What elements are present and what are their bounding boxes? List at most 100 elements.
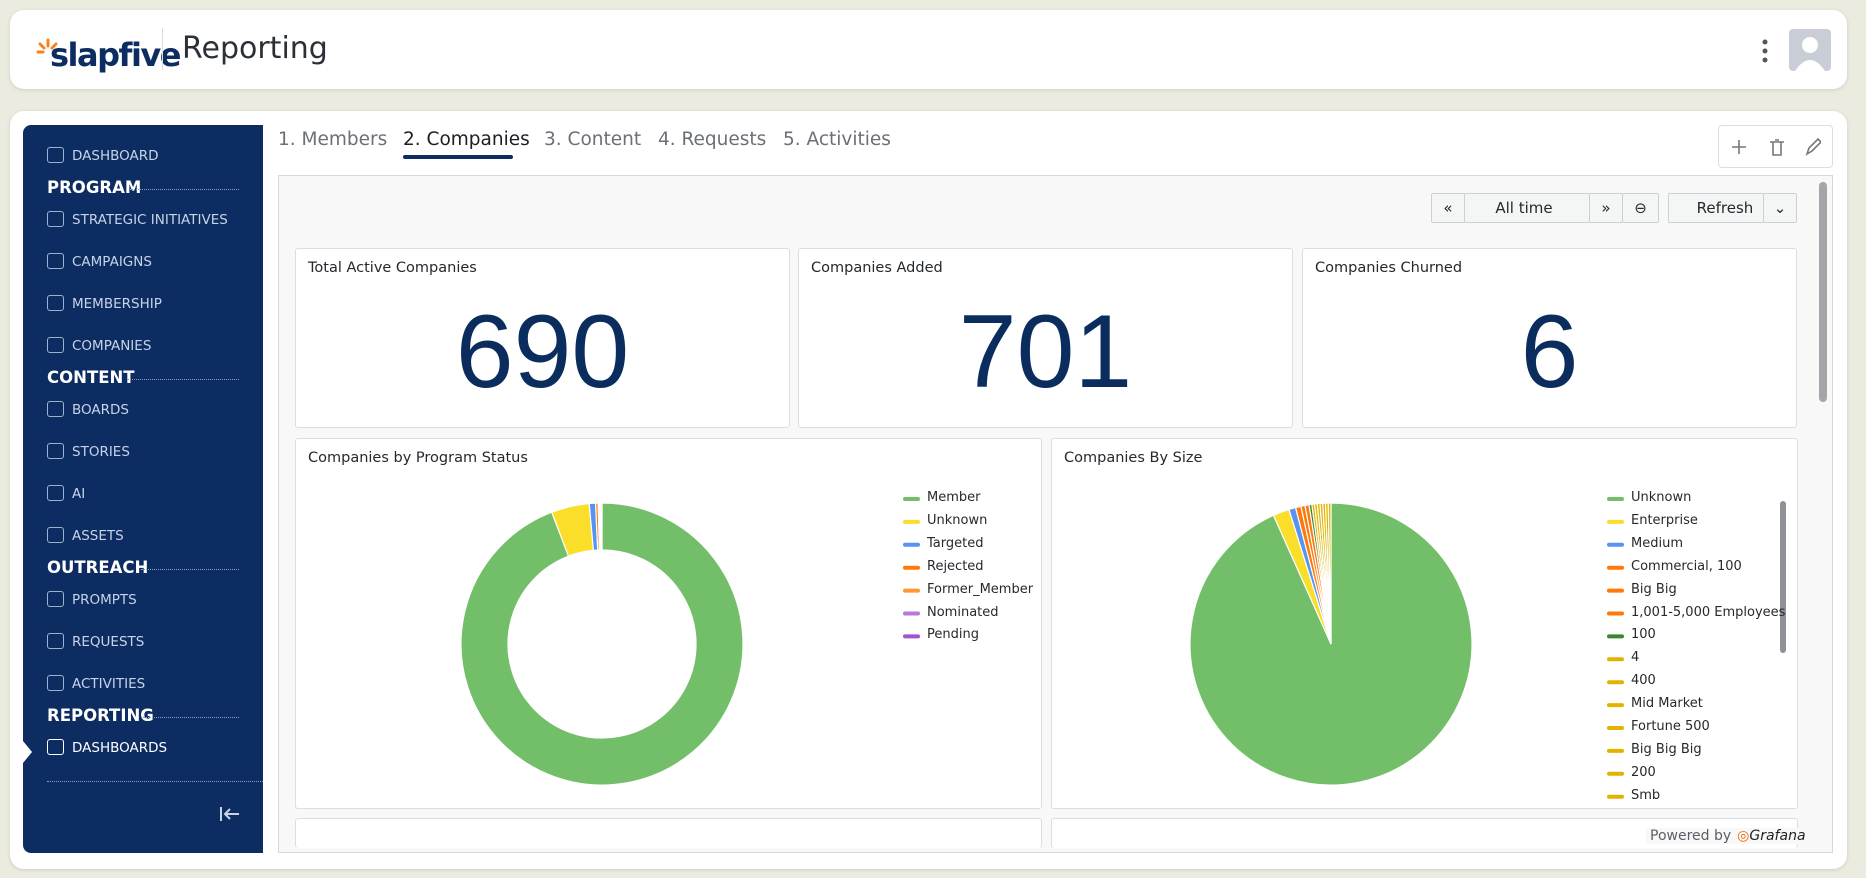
legend-label: Enterprise [1631,512,1698,528]
divider [143,717,239,718]
legend-label: Commercial, 100 [1631,558,1742,574]
refresh-label: Refresh [1696,199,1754,217]
kebab-menu[interactable] [1760,36,1770,66]
tab-underline [403,155,513,159]
stat-value: 690 [455,294,630,410]
stat-panel: Total Active Companies 690 [295,248,790,428]
active-indicator [23,741,32,763]
legend-label: Targeted [927,535,984,551]
nav-item[interactable]: STORIES [72,444,130,460]
nav-item[interactable]: COMPANIES [72,338,152,354]
time-range[interactable]: All time [1464,193,1590,223]
tab[interactable]: 5. Activities [783,129,891,150]
stat-title: Companies Added [811,260,943,276]
nav-heading: CONTENT [47,368,135,387]
panel-stub [295,818,1042,848]
nav-item[interactable]: PROMPTS [72,592,137,608]
slice [460,502,744,786]
divider [141,569,239,570]
nav-heading: OUTREACH [47,558,149,577]
next-button[interactable]: » [1589,193,1623,223]
nav-icon [47,591,64,607]
nav-icon [47,443,64,459]
page-title: Reporting [182,31,328,66]
powered-label: Powered by [1650,828,1732,844]
stat-value: 6 [1520,294,1579,410]
legend-label: Nominated [927,604,999,620]
nav-item[interactable]: REQUESTS [72,634,145,650]
action-icons[interactable] [1729,137,1821,157]
divider [130,189,239,190]
sidebar: DASHBOARD PROGRAM STRATEGIC INITIATIVES CAM… [23,125,263,853]
stat-panel: Companies Churned 6 [1302,248,1797,428]
legend-label: Medium [1631,535,1683,551]
slice [1327,502,1332,645]
chart-panel: Companies By Size Unknown Enterprise Medium… [1051,438,1798,809]
chart-panel: Companies by Program Status Member Unknown… [295,438,1042,809]
nav-item[interactable]: DASHBOARD [72,148,159,164]
refresh-menu[interactable]: ⌄ [1763,193,1797,223]
stat-title: Total Active Companies [308,260,477,276]
divider [127,379,239,380]
legend-label: 400 [1631,673,1656,689]
prev-button[interactable]: « [1431,193,1465,223]
stat-value: 701 [958,294,1133,410]
header: slapfive Reporting [10,10,1847,89]
tab[interactable]: 4. Requests [658,129,767,150]
nav-item[interactable]: AI [72,486,86,502]
collapse-button[interactable] [219,805,241,823]
scrollbar [1819,182,1827,402]
brand: slapfive [50,36,181,74]
stat-title: Companies Churned [1315,260,1463,276]
legend-label: 4 [1631,650,1640,666]
nav-item[interactable]: BOARDS [72,402,129,418]
divider [47,781,263,782]
nav-icon [47,401,64,417]
nav-icon [47,337,64,353]
chart [1189,497,1786,799]
nav-item[interactable]: MEMBERSHIP [72,296,162,312]
chart-title: Companies By Size [1064,450,1203,466]
nav-icon [47,295,64,311]
nav-item[interactable]: ASSETS [72,528,124,544]
legend-scrollbar [1780,501,1786,653]
nav-icon [47,253,64,269]
nav-icon [47,147,64,163]
legend-label: Unknown [1631,490,1692,505]
legend-label: 200 [1631,764,1656,780]
nav-icon [47,485,64,501]
logo-icon [36,38,58,54]
tab[interactable]: 2. Companies [403,129,530,150]
avatar[interactable] [1789,29,1831,71]
nav-item[interactable]: DASHBOARDS [72,740,168,756]
nav-heading: PROGRAM [47,178,142,197]
nav-icon [47,527,64,543]
nav-icon [47,739,64,755]
panel-actions [1718,125,1833,168]
nav-item[interactable]: ACTIVITIES [72,676,146,692]
nav-icon [47,211,64,227]
nav-icon [47,675,64,691]
legend-label: Mid Market [1631,696,1703,712]
slice [600,502,603,551]
nav-item[interactable]: STRATEGIC INITIATIVES [72,212,228,228]
legend-label: 100 [1631,627,1656,643]
legend-label: Pending [927,627,979,643]
legend-label: Big Big Big [1631,741,1702,757]
nav-icon [47,633,64,649]
refresh-button[interactable]: Refresh [1668,193,1764,223]
legend-label: Fortune 500 [1631,719,1710,734]
zoom-out[interactable]: ⊖ [1622,193,1659,223]
legend-label: Member [927,490,981,505]
legend-label: Unknown [927,512,988,528]
nav-item[interactable]: CAMPAIGNS [72,254,152,270]
legend-label: Rejected [927,558,984,574]
tab[interactable]: 1. Members [278,129,388,150]
grafana-label: Grafana [1749,828,1806,844]
tab[interactable]: 3. Content [544,129,642,150]
legend-label: Former_Member [927,581,1034,597]
chart [460,497,920,786]
legend-label: Big Big [1631,581,1677,597]
stat-panel: Companies Added 701 [798,248,1293,428]
